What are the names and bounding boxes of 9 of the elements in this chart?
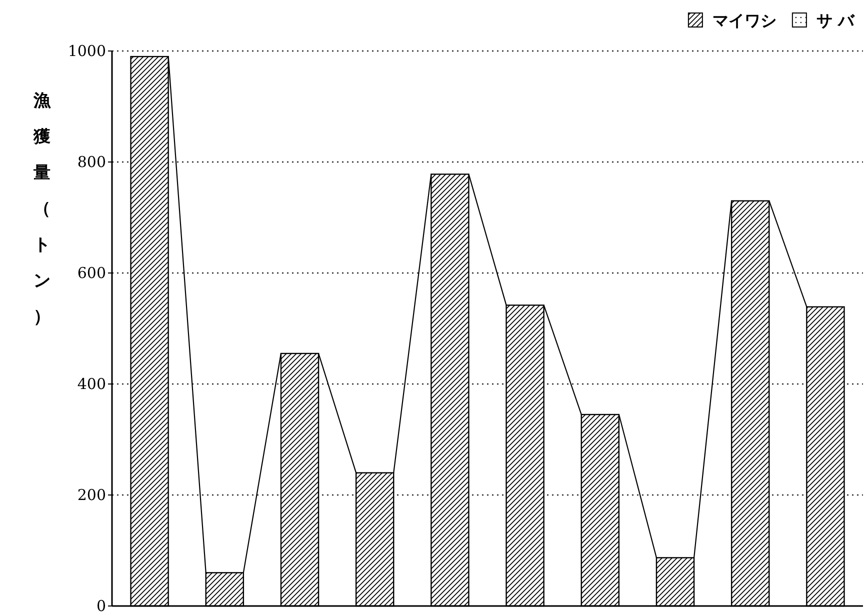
y-tick-label: 1000 xyxy=(68,42,106,60)
y-tick-label: 800 xyxy=(77,153,106,171)
y-tick-label: 400 xyxy=(77,375,106,393)
y-tick-label: 600 xyxy=(77,264,106,282)
y-tick-label: 0 xyxy=(96,597,106,612)
y-tick-label: 200 xyxy=(77,486,106,504)
legend-label: サ バ xyxy=(816,11,855,30)
y-axis-title: 漁獲量（トン） xyxy=(34,91,50,327)
legend-label: マイワシ xyxy=(712,11,776,30)
